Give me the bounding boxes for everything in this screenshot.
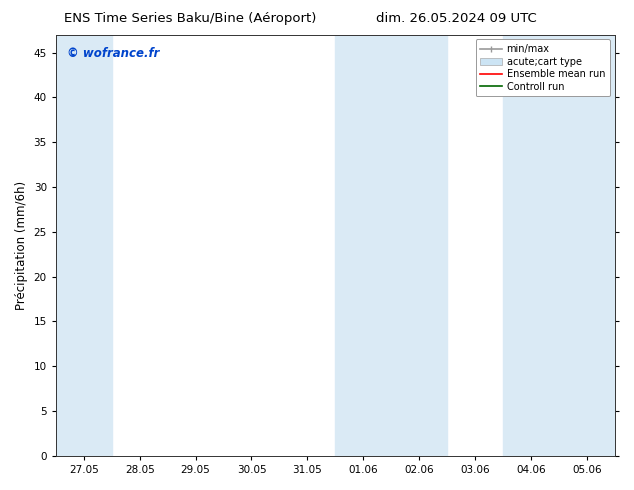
Text: ENS Time Series Baku/Bine (Aéroport): ENS Time Series Baku/Bine (Aéroport) (64, 12, 316, 25)
Legend: min/max, acute;cart type, Ensemble mean run, Controll run: min/max, acute;cart type, Ensemble mean … (476, 40, 610, 97)
Bar (503, 35, 615, 456)
Bar (56, 35, 112, 456)
Y-axis label: Précipitation (mm/6h): Précipitation (mm/6h) (15, 181, 28, 310)
Text: © wofrance.fr: © wofrance.fr (67, 47, 159, 60)
Bar (335, 35, 447, 456)
Text: dim. 26.05.2024 09 UTC: dim. 26.05.2024 09 UTC (376, 12, 537, 25)
